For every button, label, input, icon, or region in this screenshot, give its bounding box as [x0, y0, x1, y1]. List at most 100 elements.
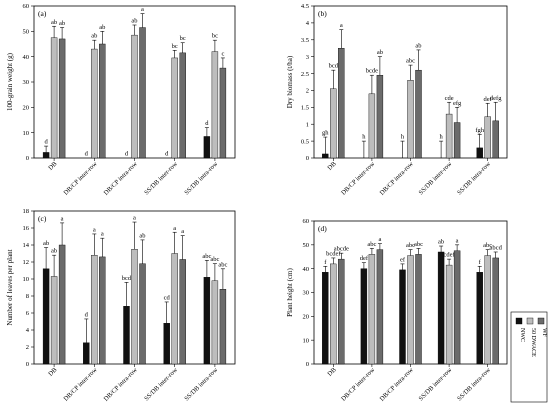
bar-50-dwace — [445, 113, 453, 159]
bar-nwc — [42, 268, 50, 365]
significance-letter: d — [44, 139, 48, 146]
y-tick-label: 2 — [26, 344, 29, 351]
bar-wf — [139, 263, 146, 365]
y-tick-label: 0 — [26, 155, 29, 162]
y-tick-label: 2 — [306, 88, 309, 95]
significance-letter: bcde — [366, 68, 378, 75]
significance-letter: bc — [172, 43, 178, 50]
x-tick-label: DB/CP intra-row — [379, 160, 416, 197]
panel-letter: (b) — [318, 9, 327, 18]
x-tick-label: SS/DB intra-row — [456, 160, 492, 196]
y-tick-label: 6 — [26, 310, 30, 317]
y-tick-label: 10 — [23, 130, 30, 137]
bar-wf — [453, 250, 461, 365]
significance-letter: a — [340, 22, 343, 29]
y-axis-title: Dry biomass (t/ha) — [286, 55, 294, 108]
significance-letter: def — [360, 255, 369, 262]
x-tick-label: DB — [47, 366, 59, 378]
bar-wf — [99, 256, 106, 365]
x-tick-label: DB — [326, 160, 338, 172]
y-tick-label: 40 — [303, 266, 310, 273]
y-tick-label: 3 — [306, 54, 309, 61]
bar-wf — [492, 257, 499, 365]
y-tick-label: 60 — [303, 218, 310, 225]
legend-label: NWC — [519, 328, 525, 342]
y-tick-label: 4.5 — [301, 3, 309, 10]
significance-letter: ab — [377, 49, 383, 56]
significance-letter: bc — [180, 35, 186, 42]
y-tick-label: 14 — [23, 242, 30, 249]
significance-letter: bcd — [329, 63, 339, 70]
bar-wf — [58, 244, 66, 365]
y-tick-label: 4 — [26, 327, 30, 334]
bar-50-dwace — [330, 88, 337, 159]
significance-letter: ab — [51, 19, 57, 26]
bar-nwc — [83, 342, 90, 365]
bar-50-dwace — [484, 255, 491, 365]
x-tick-label: DB/CP intra-row — [103, 160, 140, 197]
bar-nwc — [42, 152, 50, 159]
y-tick-label: 40 — [23, 54, 30, 61]
significance-letter: d — [125, 151, 129, 158]
y-tick-label: 0 — [306, 155, 309, 162]
significance-letter: ef — [400, 256, 406, 263]
significance-letter: f — [479, 259, 482, 266]
bar-50-dwace — [91, 48, 98, 159]
significance-letter: h — [401, 134, 405, 141]
legend-swatch — [526, 317, 534, 325]
significance-letter: bcdef — [326, 250, 341, 257]
y-axis-title: Plant height (cm) — [286, 268, 294, 317]
significance-letter: c — [221, 50, 224, 57]
bar-50-dwace — [50, 276, 58, 365]
significance-letter: ab — [438, 239, 444, 246]
significance-letter: a — [141, 6, 144, 13]
significance-letter: efg — [453, 100, 462, 107]
bar-wf — [338, 48, 345, 159]
significance-letter: abcd — [490, 244, 503, 251]
significance-letter: defg — [490, 95, 502, 102]
x-tick-label: DB/CP intra-row — [379, 366, 416, 403]
y-tick-label: 60 — [23, 3, 30, 10]
bar-50-dwace — [368, 254, 376, 365]
bar-50-dwace — [131, 249, 138, 365]
y-tick-label: 10 — [303, 337, 310, 344]
x-tick-label: SS/DB inter-row — [143, 160, 179, 196]
x-tick-label: DB/CP intra-row — [103, 366, 140, 403]
bar-nwc — [163, 323, 170, 365]
legend-swatch — [537, 317, 545, 325]
y-tick-label: 10 — [23, 276, 30, 283]
legend-box — [510, 311, 548, 403]
y-tick-label: 30 — [23, 79, 30, 86]
y-tick-label: 4 — [306, 20, 310, 27]
y-axis-title: Number of leaves per plant — [6, 249, 14, 325]
x-tick-label: SS/DB inter-row — [418, 160, 454, 196]
significance-letter: abc — [210, 256, 219, 263]
y-tick-label: 30 — [303, 290, 310, 297]
significance-letter: abc — [218, 261, 227, 268]
y-tick-label: 8 — [26, 293, 29, 300]
bar-nwc — [203, 277, 211, 365]
bar-wf — [58, 38, 66, 159]
bar-wf — [338, 258, 345, 365]
bar-nwc — [437, 251, 445, 365]
bar-nwc — [399, 269, 406, 365]
y-tick-label: 1.5 — [301, 105, 309, 112]
legend-swatch — [515, 317, 523, 325]
y-tick-label: 0.5 — [301, 138, 309, 145]
bar-50-dwace — [368, 93, 376, 159]
significance-letter: def — [484, 96, 493, 103]
significance-letter: abc — [367, 241, 376, 248]
significance-letter: abc — [406, 242, 415, 249]
bar-wf — [179, 52, 186, 159]
significance-letter: a — [133, 215, 136, 222]
significance-letter: f — [324, 259, 327, 266]
bar-50-dwace — [171, 253, 178, 365]
significance-letter: abc — [414, 241, 423, 248]
bar-nwc — [476, 272, 483, 365]
bar-wf — [453, 122, 461, 159]
y-axis-title: 100-grain weight (g) — [6, 52, 14, 111]
y-tick-label: 50 — [303, 242, 310, 249]
y-tick-label: 18 — [23, 208, 30, 215]
significance-letter: ab — [99, 24, 105, 31]
